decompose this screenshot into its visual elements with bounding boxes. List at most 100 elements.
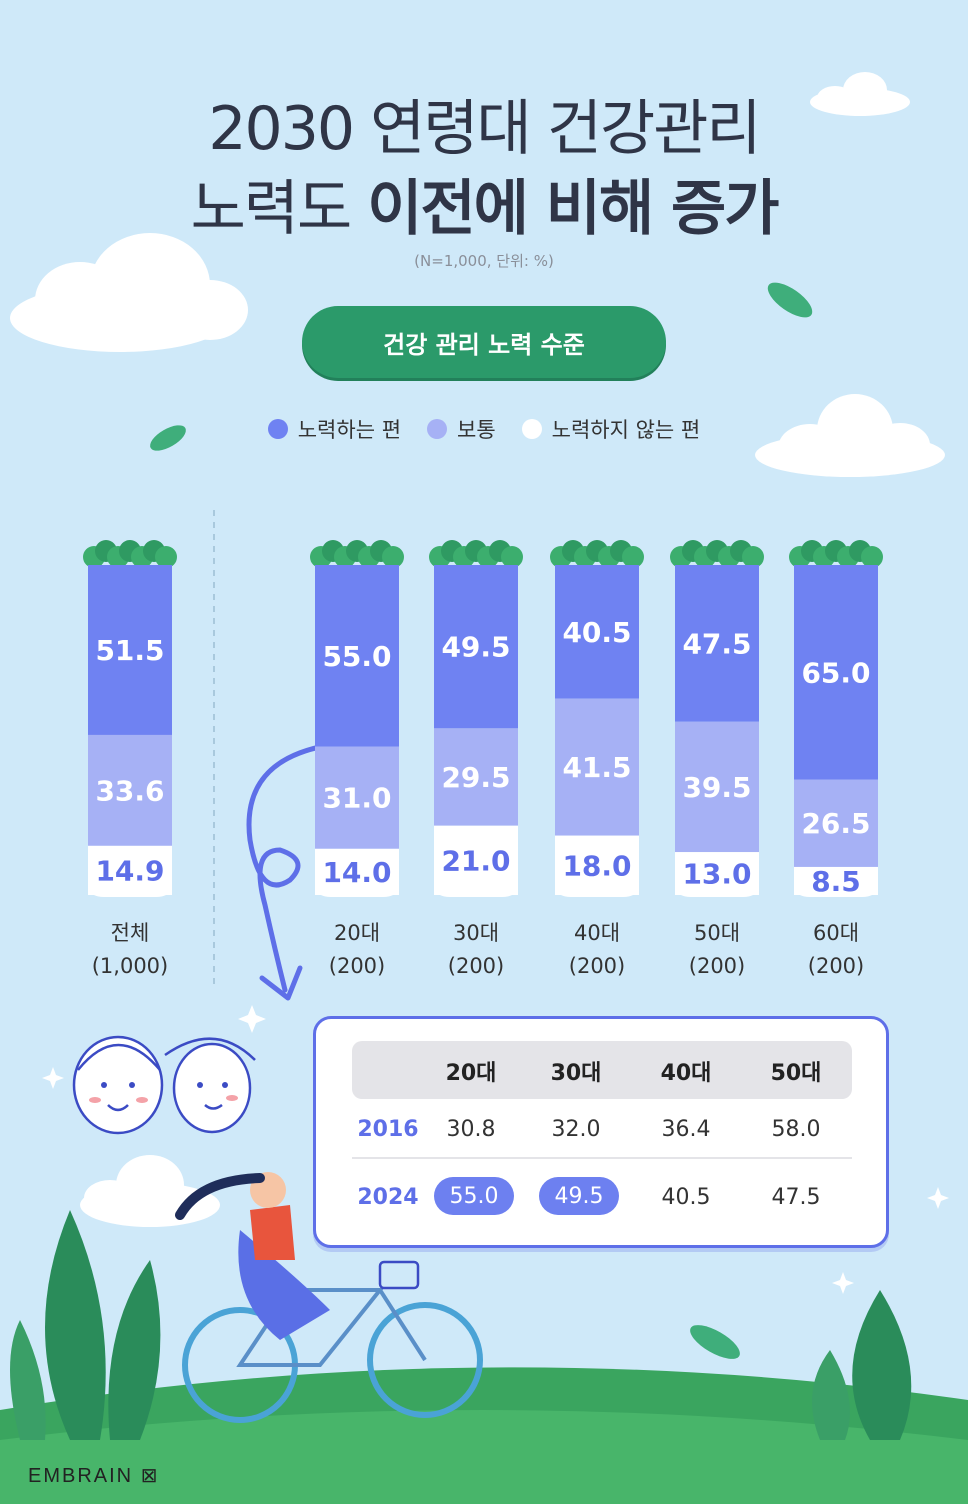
table-col-header: 20대	[445, 1061, 497, 1086]
table-cell: 36.4	[661, 1117, 711, 1142]
table-row-year: 2016	[357, 1117, 419, 1142]
legend-label-no-effort: 노력하지 않는 편	[551, 418, 701, 442]
data-label: 65.0	[801, 656, 870, 689]
title-bold: 이전에 비해 증가	[367, 174, 779, 244]
highlight-badge: 55.0	[434, 1177, 514, 1215]
data-label: 29.5	[441, 761, 510, 794]
legend-item-normal: 보통	[427, 414, 496, 444]
legend-dot-no-effort	[521, 419, 542, 439]
comparison-table: 20대 30대 40대 50대 2016 30.8 32.0 36.4 58.0…	[313, 1016, 889, 1248]
category-label: 전체	[111, 921, 150, 945]
tree-icon	[10, 1210, 161, 1440]
category-label: 50대	[694, 921, 740, 945]
bar-bottom-cap	[434, 879, 518, 897]
data-label: 41.5	[562, 751, 631, 784]
category-n-label: (1,000)	[92, 954, 169, 978]
plant-topping-icon	[310, 540, 404, 568]
table-cell: 47.5	[771, 1185, 821, 1210]
category-n-label: (200)	[808, 954, 864, 978]
data-label: 14.0	[322, 856, 391, 889]
data-label: 13.0	[682, 858, 751, 891]
title-line-2: 노력도 이전에 비해 증가	[0, 160, 968, 247]
highlight-badge: 49.5	[539, 1177, 619, 1215]
plant-topping-icon	[550, 540, 644, 568]
plant-topping-icon	[83, 540, 177, 568]
leaf-icon	[150, 282, 813, 1359]
table-col-header: 30대	[550, 1061, 602, 1086]
cloud-icon	[755, 394, 945, 477]
bar-segment	[315, 565, 399, 747]
table-col-header: 40대	[660, 1061, 712, 1086]
category-label: 20대	[334, 921, 380, 945]
faces-illustration	[72, 1035, 256, 1135]
tree-icon	[812, 1290, 912, 1440]
legend: 노력하는 편 보통 노력하지 않는 편	[0, 414, 968, 444]
bar-bottom-cap	[675, 879, 759, 897]
category-n-label: (200)	[448, 954, 504, 978]
data-label: 39.5	[682, 771, 751, 804]
table-cell: 58.0	[771, 1117, 821, 1142]
arrow-head-icon	[259, 965, 303, 1001]
brand-logo: EMBRAIN ⊠	[28, 1463, 159, 1488]
data-label: 18.0	[562, 849, 631, 882]
curved-arrow	[246, 742, 333, 993]
sparkle-icon	[42, 1005, 949, 1294]
cloud-icon	[10, 233, 248, 352]
table-cell: 40.5	[661, 1185, 711, 1210]
category-label: 60대	[813, 921, 859, 945]
data-label: 8.5	[811, 865, 861, 898]
category-label: 40대	[574, 921, 620, 945]
category-n-label: (200)	[689, 954, 745, 978]
table-col-header: 50대	[770, 1061, 822, 1086]
legend-item-effort: 노력하는 편	[267, 414, 402, 444]
data-label: 26.5	[801, 807, 870, 840]
plant-topping-icon	[789, 540, 883, 568]
stacked-bar-chart: 51.5 33.6 14.9 전체 (1,000) 55.0 31.0 14.0 20대 (200…	[83, 540, 883, 978]
data-label: 31.0	[322, 782, 391, 815]
table-row-year: 2024	[357, 1185, 419, 1210]
sample-note: (N=1,000, 단위: %)	[414, 252, 554, 270]
data-label: 33.6	[95, 774, 164, 807]
brand-name: EMBRAIN	[28, 1465, 134, 1487]
category-n-label: (200)	[329, 954, 385, 978]
bar-segment	[555, 565, 639, 699]
category-n-label: (200)	[569, 954, 625, 978]
cloud-icon	[810, 72, 910, 116]
title-line-1: 2030 연령대 건강관리	[208, 94, 761, 164]
bar-segment	[794, 565, 878, 780]
cloud-icon	[80, 1155, 220, 1227]
legend-dot-effort	[267, 419, 288, 439]
table-divider	[352, 1157, 852, 1159]
data-label: 14.9	[95, 854, 164, 887]
bar-segment	[675, 565, 759, 722]
data-label: 40.5	[562, 616, 631, 649]
data-label: 21.0	[441, 844, 510, 877]
bar-segment	[434, 565, 518, 729]
plant-topping-icon	[670, 540, 764, 568]
table-cell: 32.0	[551, 1117, 601, 1142]
bar-bottom-cap	[88, 879, 172, 897]
cyclist-illustration	[175, 1172, 483, 1423]
bar-bottom-cap	[794, 879, 878, 897]
data-label: 51.5	[95, 634, 164, 667]
data-label: 49.5	[441, 631, 510, 664]
table-header	[352, 1041, 852, 1099]
bar-segment	[88, 565, 172, 735]
bar-segment	[88, 734, 172, 846]
brand-mark-icon: ⊠	[140, 1465, 160, 1487]
bar-segment	[555, 698, 639, 836]
bar-segment	[434, 728, 518, 826]
legend-label-effort: 노력하는 편	[297, 418, 402, 442]
title-regular: 노력도	[190, 174, 368, 244]
section-label: 건강 관리 노력 수준	[302, 306, 666, 378]
bar-segment	[315, 746, 399, 849]
category-label: 30대	[453, 921, 499, 945]
data-label: 55.0	[322, 640, 391, 673]
bar-segment	[794, 779, 878, 867]
table-cell: 30.8	[446, 1117, 496, 1142]
data-label: 47.5	[682, 627, 751, 660]
bar-bottom-cap	[555, 879, 639, 897]
legend-label-normal: 보통	[457, 418, 496, 442]
